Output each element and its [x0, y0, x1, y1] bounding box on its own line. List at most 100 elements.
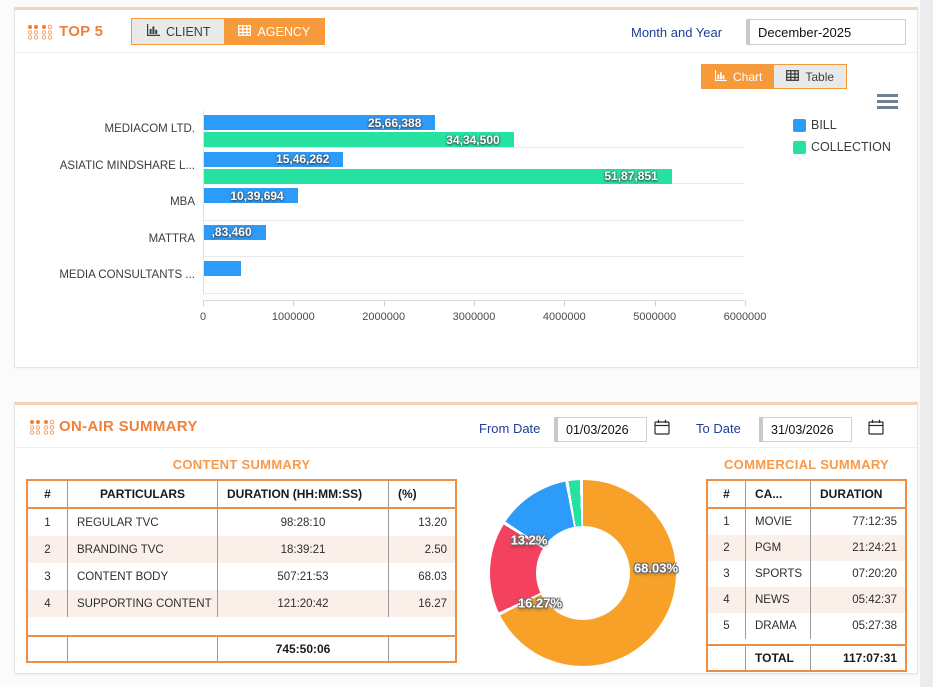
table-cell: 2: [708, 535, 746, 561]
bar-category-label: MBA: [170, 196, 195, 209]
bar-bill[interactable]: 25,66,388: [204, 115, 436, 130]
donut-slice-label: 13.2%: [510, 532, 548, 548]
table-cell: 1: [28, 509, 68, 536]
bar-category-label: ASIATIC MINDSHARE L...: [59, 159, 195, 172]
tab-client[interactable]: CLIENT: [132, 19, 225, 44]
bar-category-row: MEDIA CONSULTANTS ...: [27, 257, 745, 294]
table-row[interactable]: 3 CONTENT BODY 507:21:53 68.03: [28, 563, 455, 590]
content-summary-title: CONTENT SUMMARY: [172, 457, 311, 472]
table-cell: 98:28:10: [218, 509, 389, 536]
dots-grid-icon: [27, 24, 53, 45]
table-cell: 2.50: [424, 543, 447, 556]
table-footer-row: 745:50:06: [28, 637, 455, 661]
column-header: (%): [398, 487, 417, 501]
table-cell: CONTENT BODY: [68, 563, 218, 590]
onair-title: ON-AIR SUMMARY: [59, 418, 198, 435]
from-date-input[interactable]: [554, 417, 647, 442]
table-row[interactable]: 4 NEWS 05:42:37: [708, 587, 905, 613]
footer-cell: 745:50:06: [218, 637, 389, 661]
dots-grid-icon: [29, 419, 55, 440]
tab-chart[interactable]: Chart: [702, 65, 775, 88]
chart-legend: BILL COLLECTION: [793, 114, 891, 158]
bill-collection-bar-chart: MEDIACOM LTD. 25,66,388 34,34,500 ASIATIC M…: [27, 111, 766, 330]
chart-menu-icon[interactable]: [877, 94, 898, 109]
axis-tick: [654, 300, 656, 306]
bar-bill[interactable]: [204, 261, 241, 276]
footer-cell: [28, 637, 68, 661]
table-cell: 5: [708, 613, 746, 639]
content-summary-table: # PARTICULARS DURATION (HH:MM:SS) (%) 1 REGUL…: [26, 479, 457, 663]
commercial-summary-table: # CA... DURATION 1 MOVIE 77:12:35 2 PGM 21:24:21…: [706, 479, 907, 672]
content-donut-chart: 68.03% 16.27% 13.2%: [490, 480, 679, 666]
bar-bill[interactable]: 10,39,694: [204, 188, 298, 203]
legend-item-bill[interactable]: BILL: [793, 114, 891, 136]
top5-header: TOP 5 CLIENT AGENCY Month and Year: [15, 10, 917, 53]
footer-cell: TOTAL: [746, 646, 811, 670]
table-row[interactable]: 1 MOVIE 77:12:35: [708, 509, 905, 535]
table-cell: 18:39:21: [218, 536, 389, 563]
bar-category-label: MATTRA: [148, 232, 195, 245]
table-cell: 16.27: [418, 597, 447, 610]
bar-category-row: MEDIACOM LTD. 25,66,388 34,34,500: [27, 111, 745, 148]
donut-slice-label: 68.03%: [633, 560, 679, 576]
table-cell: 121:20:42: [218, 590, 389, 617]
bar-collection[interactable]: 51,87,851: [204, 168, 672, 184]
table-row[interactable]: 5 DRAMA 05:27:38: [708, 613, 905, 639]
axis-tick: [293, 300, 295, 306]
column-header: #: [708, 481, 746, 507]
legend-label: COLLECTION: [811, 140, 891, 154]
table-cell: DRAMA: [746, 613, 811, 639]
axis-tick: [564, 300, 566, 306]
table-row[interactable]: 4 SUPPORTING CONTENT 121:20:42 16.27: [28, 590, 455, 617]
bar-chart-icon: [714, 69, 727, 84]
tab-chart-label: Chart: [733, 69, 763, 84]
month-year-input[interactable]: [746, 19, 906, 45]
bar-category-row: MBA 10,39,694: [27, 184, 745, 221]
axis-tick: [745, 300, 746, 306]
table-row[interactable]: 1 REGULAR TVC 98:28:10 13.20: [28, 509, 455, 536]
axis-tick-label: 2000000: [362, 310, 406, 323]
onair-summary-panel: ON-AIR SUMMARY From Date To Date CONTENT…: [14, 402, 918, 674]
commercial-summary-block: COMMERCIAL SUMMARY # CA... DURATION 1 MOVIE 7…: [706, 457, 907, 672]
donut-hole: [536, 526, 630, 620]
table-cell: SPORTS: [746, 561, 811, 587]
calendar-icon[interactable]: [868, 419, 884, 438]
table-row[interactable]: 2 PGM 21:24:21: [708, 535, 905, 561]
table-empty-row: [708, 639, 905, 646]
legend-swatch: [793, 118, 806, 132]
table-header-row: # PARTICULARS DURATION (HH:MM:SS) (%): [28, 481, 455, 509]
tab-table[interactable]: Table: [774, 65, 847, 88]
table-row[interactable]: 3 SPORTS 07:20:20: [708, 561, 905, 587]
table-cell: 4: [708, 587, 746, 613]
footer-cell: [389, 637, 455, 661]
table-cell: 07:20:20: [852, 568, 897, 580]
legend-item-collection[interactable]: COLLECTION: [793, 136, 891, 158]
bar-collection[interactable]: 34,34,500: [204, 132, 514, 147]
bar-bill[interactable]: 15,46,262: [204, 151, 344, 167]
tab-agency[interactable]: AGENCY: [224, 19, 325, 44]
to-date-input[interactable]: [759, 417, 852, 442]
table-cell: BRANDING TVC: [68, 536, 218, 563]
legend-swatch: [793, 140, 806, 154]
column-header: CA...: [746, 481, 811, 507]
table-cell: SUPPORTING CONTENT: [68, 590, 218, 617]
page-scrollbar[interactable]: [920, 0, 933, 687]
top5-title: TOP 5: [59, 23, 104, 40]
onair-header: ON-AIR SUMMARY From Date To Date: [15, 405, 917, 448]
table-cell: REGULAR TVC: [68, 509, 218, 536]
table-cell: 3: [708, 561, 746, 587]
table-cell: 13.20: [418, 516, 447, 529]
column-header: DURATION: [820, 487, 883, 501]
table-cell: 05:42:37: [852, 594, 897, 606]
column-header: PARTICULARS: [68, 481, 218, 507]
chart-table-toggle: Chart Table: [701, 64, 848, 89]
table-row[interactable]: 2 BRANDING TVC 18:39:21 2.50: [28, 536, 455, 563]
bar-track: 25,66,388 34,34,500: [203, 111, 745, 148]
axis-tick-label: 0: [199, 310, 207, 323]
tab-table-label: Table: [805, 69, 835, 84]
bar-category-row: ASIATIC MINDSHARE L... 15,46,262 51,87,851: [27, 147, 745, 184]
bar-bill[interactable]: ,83,460: [204, 224, 266, 240]
bar-track: [203, 257, 745, 294]
calendar-icon[interactable]: [654, 419, 670, 438]
